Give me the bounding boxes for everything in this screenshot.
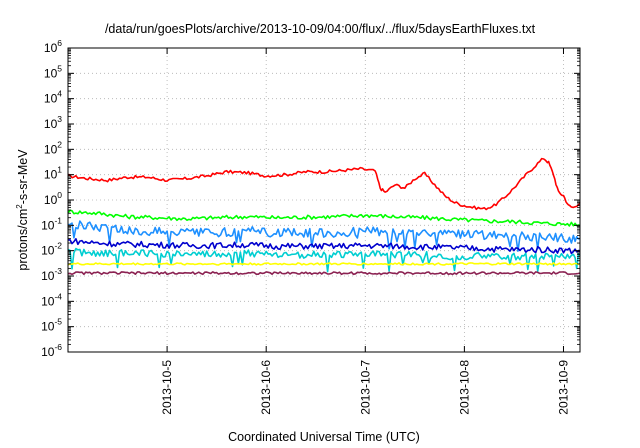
y-tick-label: 101 <box>44 165 62 182</box>
chart-title: /data/run/goesPlots/archive/2013-10-09/0… <box>104 22 536 36</box>
y-tick-label: 10-2 <box>41 241 62 258</box>
y-tick-label: 10-1 <box>41 215 62 232</box>
series-lines <box>67 157 581 276</box>
x-axis-ticks: 2013-10-5 2013-10-6 2013-10-7 2013-10-8 2013… <box>160 48 570 415</box>
series-line <box>67 209 581 227</box>
x-tick-label: 2013-10-7 <box>358 360 372 415</box>
y-tick-label: 105 <box>44 63 62 80</box>
y-tick-label: 10-5 <box>41 317 62 334</box>
series-line <box>67 271 581 276</box>
series-line <box>67 262 581 266</box>
y-axis-ticks: 10-6 10-5 10-4 10-3 10-2 10-1 100 101 102 103 104 1… <box>41 38 580 359</box>
y-tick-label: 103 <box>44 114 62 131</box>
series-line <box>67 220 581 252</box>
series-line <box>67 157 581 211</box>
x-tick-label: 2013-10-9 <box>556 360 570 415</box>
series-line <box>67 247 581 273</box>
y-axis-label: protons/cm2-s-sr-MeV <box>15 149 31 271</box>
series-line <box>67 238 581 255</box>
grid-lines <box>68 48 580 352</box>
x-tick-label: 2013-10-5 <box>160 360 174 415</box>
y-tick-label: 106 <box>44 38 62 55</box>
y-tick-label: 102 <box>44 139 62 156</box>
y-tick-label: 10-6 <box>41 342 62 359</box>
y-tick-label: 100 <box>44 190 62 207</box>
y-tick-label: 10-3 <box>41 266 62 283</box>
x-tick-label: 2013-10-8 <box>457 360 471 415</box>
y-tick-label: 10-4 <box>41 291 62 308</box>
y-tick-label: 104 <box>44 89 62 106</box>
x-axis-label: Coordinated Universal Time (UTC) <box>228 430 420 444</box>
x-tick-label: 2013-10-6 <box>259 360 273 415</box>
